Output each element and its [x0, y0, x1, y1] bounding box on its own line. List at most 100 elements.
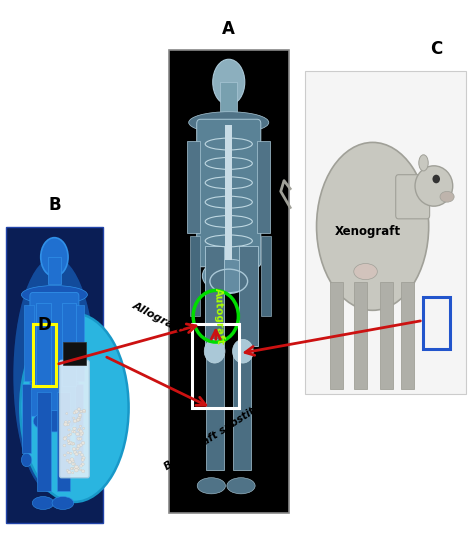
Ellipse shape [440, 192, 454, 202]
Ellipse shape [71, 442, 74, 445]
Ellipse shape [419, 155, 428, 171]
Ellipse shape [68, 421, 71, 423]
Ellipse shape [76, 433, 79, 436]
Ellipse shape [68, 429, 70, 431]
Ellipse shape [82, 427, 85, 430]
Ellipse shape [20, 314, 128, 502]
Ellipse shape [81, 459, 84, 461]
Bar [192, 324, 239, 408]
Ellipse shape [70, 452, 72, 454]
Bar [423, 298, 450, 348]
Ellipse shape [76, 419, 79, 421]
Ellipse shape [66, 413, 68, 414]
Ellipse shape [73, 451, 77, 454]
Ellipse shape [72, 472, 74, 474]
Ellipse shape [13, 257, 95, 494]
Ellipse shape [66, 470, 69, 472]
Ellipse shape [80, 469, 82, 471]
Text: Autograft: Autograft [213, 288, 225, 345]
Ellipse shape [78, 414, 82, 417]
Bar [62, 303, 76, 386]
Ellipse shape [73, 463, 75, 465]
Ellipse shape [72, 447, 76, 451]
Bar [22, 384, 31, 453]
Ellipse shape [68, 434, 70, 437]
Ellipse shape [76, 447, 79, 450]
Ellipse shape [71, 468, 73, 470]
Ellipse shape [64, 423, 67, 426]
Ellipse shape [68, 443, 70, 445]
Ellipse shape [82, 470, 85, 473]
Ellipse shape [73, 412, 76, 414]
Ellipse shape [63, 444, 66, 447]
Ellipse shape [82, 457, 85, 459]
Ellipse shape [69, 442, 71, 445]
Circle shape [233, 339, 253, 363]
Ellipse shape [67, 452, 69, 454]
Text: A: A [222, 20, 235, 38]
Ellipse shape [66, 424, 69, 426]
Ellipse shape [72, 430, 74, 433]
Ellipse shape [69, 433, 72, 436]
Bar [37, 392, 51, 491]
Ellipse shape [73, 467, 76, 469]
Bar [261, 235, 271, 316]
Ellipse shape [74, 410, 78, 413]
Ellipse shape [64, 454, 66, 456]
Ellipse shape [79, 444, 82, 446]
Bar [57, 392, 71, 491]
Ellipse shape [227, 478, 255, 494]
Ellipse shape [80, 434, 82, 436]
Text: Bone graft substitute: Bone graft substitute [163, 395, 273, 472]
Ellipse shape [78, 451, 82, 454]
Circle shape [204, 339, 225, 363]
Ellipse shape [81, 453, 83, 456]
Ellipse shape [354, 263, 377, 280]
Ellipse shape [81, 441, 85, 445]
FancyBboxPatch shape [197, 119, 261, 267]
Bar [48, 257, 61, 284]
Bar [187, 141, 201, 233]
Ellipse shape [68, 460, 72, 464]
Ellipse shape [79, 425, 82, 427]
Ellipse shape [80, 432, 84, 435]
Bar [6, 227, 103, 524]
Ellipse shape [66, 459, 69, 461]
Ellipse shape [79, 416, 81, 418]
Ellipse shape [33, 411, 76, 432]
Ellipse shape [415, 166, 453, 206]
Ellipse shape [78, 429, 80, 431]
Bar [206, 354, 224, 470]
Ellipse shape [41, 237, 68, 276]
Ellipse shape [74, 453, 84, 467]
Ellipse shape [76, 467, 79, 470]
FancyBboxPatch shape [30, 293, 79, 417]
Ellipse shape [21, 453, 32, 467]
Ellipse shape [79, 438, 82, 440]
Ellipse shape [82, 410, 85, 412]
Bar [220, 82, 237, 112]
Text: Allograft: Allograft [131, 300, 185, 335]
Bar [226, 125, 232, 260]
Ellipse shape [76, 467, 79, 470]
Ellipse shape [81, 463, 84, 465]
Ellipse shape [317, 142, 428, 311]
Bar [73, 306, 83, 381]
Ellipse shape [79, 430, 82, 433]
Ellipse shape [77, 408, 81, 411]
Ellipse shape [81, 458, 84, 460]
Ellipse shape [71, 460, 74, 463]
Ellipse shape [80, 411, 82, 413]
Ellipse shape [189, 112, 269, 133]
Ellipse shape [21, 286, 87, 304]
Ellipse shape [73, 431, 76, 433]
Bar [401, 282, 414, 389]
Ellipse shape [82, 410, 86, 413]
Bar [380, 282, 393, 389]
Bar [169, 50, 289, 513]
Ellipse shape [77, 437, 81, 440]
Text: C: C [430, 40, 443, 58]
Ellipse shape [71, 467, 73, 470]
Bar [305, 71, 465, 394]
Ellipse shape [70, 458, 74, 461]
